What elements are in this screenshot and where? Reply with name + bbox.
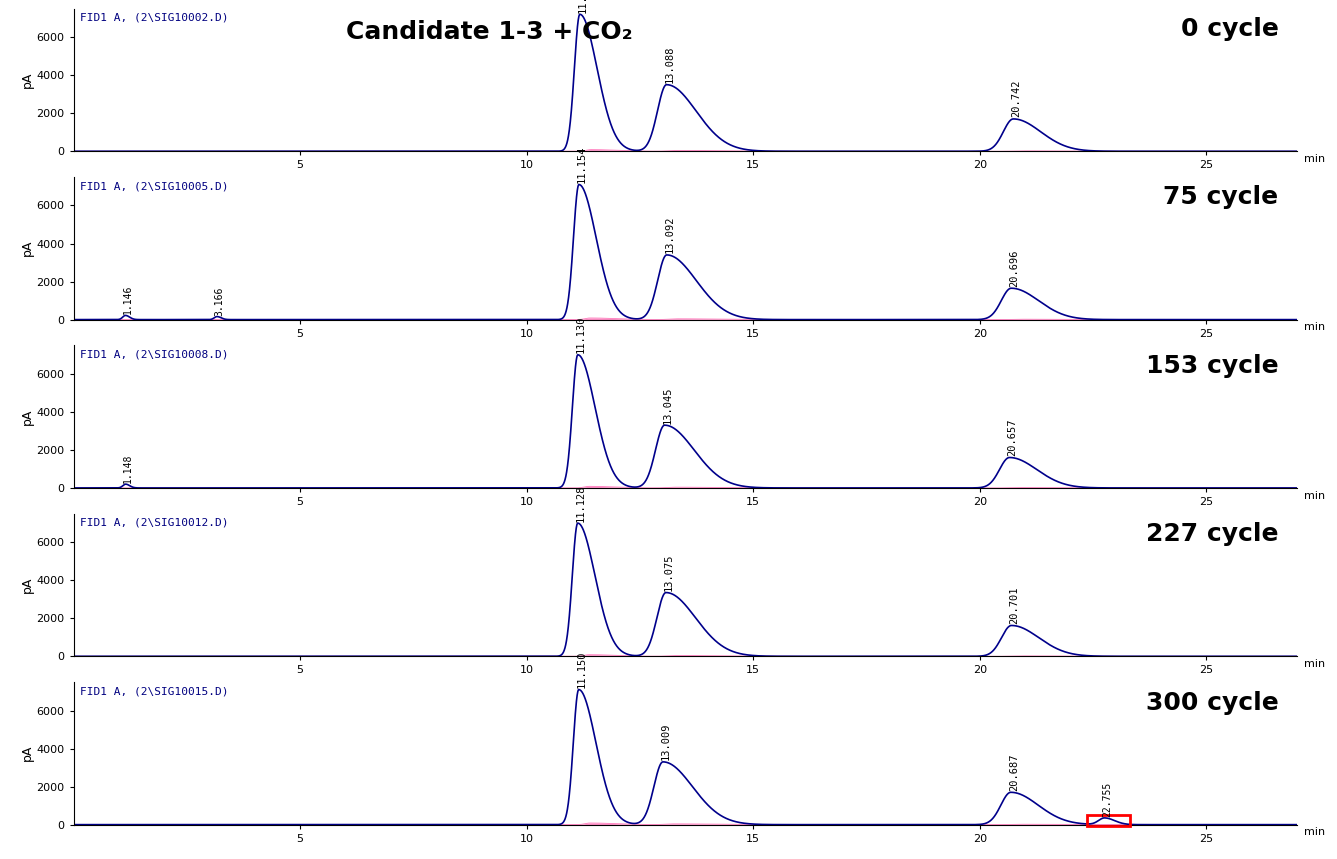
Text: 13.092: 13.092 — [664, 216, 675, 253]
Y-axis label: pA: pA — [20, 745, 33, 761]
Text: FID1 A, (2\SIG10008.D): FID1 A, (2\SIG10008.D) — [80, 350, 229, 360]
Text: 13.045: 13.045 — [663, 387, 673, 423]
Y-axis label: pA: pA — [20, 576, 33, 594]
Text: 22.755: 22.755 — [1102, 782, 1112, 817]
Text: 13.009: 13.009 — [660, 722, 671, 760]
Text: min: min — [1304, 659, 1325, 669]
Text: 11.128: 11.128 — [576, 484, 586, 521]
Text: 1.146: 1.146 — [123, 285, 132, 314]
Text: 11.130: 11.130 — [576, 316, 586, 353]
Text: 11.154: 11.154 — [578, 145, 587, 183]
Text: 11.174: 11.174 — [578, 0, 588, 13]
Text: FID1 A, (2\SIG10015.D): FID1 A, (2\SIG10015.D) — [80, 686, 229, 697]
Text: 13.075: 13.075 — [664, 553, 674, 591]
Text: min: min — [1304, 827, 1325, 838]
Bar — [1087, 814, 1130, 826]
Text: 3.166: 3.166 — [214, 286, 225, 315]
Text: Candidate 1-3 + CO₂: Candidate 1-3 + CO₂ — [346, 20, 632, 44]
Text: 300 cycle: 300 cycle — [1146, 691, 1278, 715]
Text: FID1 A, (2\SIG10012.D): FID1 A, (2\SIG10012.D) — [80, 518, 229, 528]
Text: 227 cycle: 227 cycle — [1146, 522, 1278, 546]
Text: 20.687: 20.687 — [1009, 753, 1019, 791]
Text: min: min — [1304, 322, 1325, 332]
Text: 0 cycle: 0 cycle — [1181, 17, 1278, 41]
Text: 11.150: 11.150 — [576, 650, 587, 688]
Text: 1.148: 1.148 — [123, 454, 132, 484]
Text: 13.088: 13.088 — [664, 46, 675, 83]
Text: 20.742: 20.742 — [1012, 80, 1021, 118]
Text: 20.701: 20.701 — [1009, 587, 1020, 624]
Text: 153 cycle: 153 cycle — [1146, 354, 1278, 378]
Text: min: min — [1304, 154, 1325, 164]
Text: 20.696: 20.696 — [1009, 249, 1019, 287]
Y-axis label: pA: pA — [20, 408, 33, 425]
Text: 20.657: 20.657 — [1008, 418, 1017, 456]
Text: FID1 A, (2\SIG10005.D): FID1 A, (2\SIG10005.D) — [80, 181, 229, 192]
Y-axis label: pA: pA — [20, 72, 33, 88]
Y-axis label: pA: pA — [20, 240, 33, 257]
Text: FID1 A, (2\SIG10002.D): FID1 A, (2\SIG10002.D) — [80, 13, 229, 23]
Text: 75 cycle: 75 cycle — [1163, 186, 1278, 210]
Text: min: min — [1304, 490, 1325, 501]
